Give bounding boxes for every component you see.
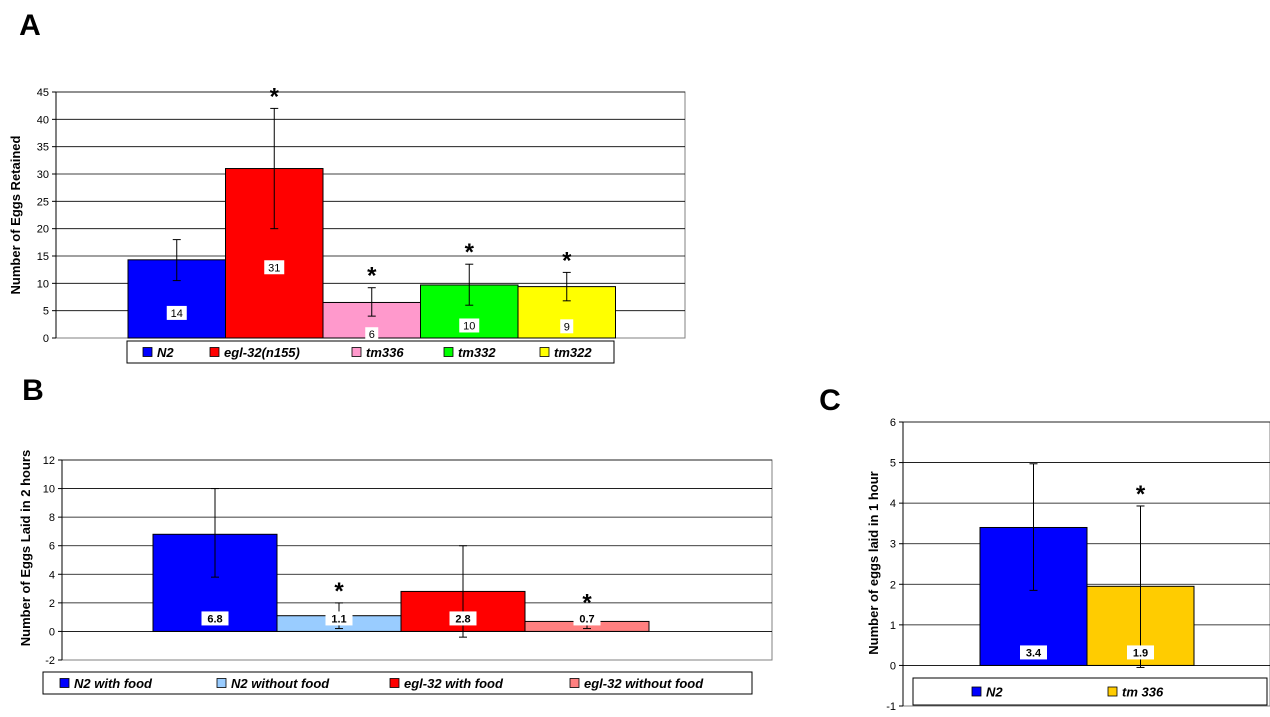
significance-star: * — [367, 263, 377, 290]
data-label-bg — [365, 327, 379, 342]
data-label: 31 — [268, 262, 280, 274]
data-label: 6 — [369, 329, 375, 341]
data-label-bg — [1020, 645, 1047, 660]
data-label-bg — [325, 611, 353, 626]
y-tick-label: 15 — [37, 251, 49, 263]
data-label: 10 — [463, 320, 475, 332]
data-label: 6.8 — [207, 613, 222, 625]
chart-panel-a: A 0 5 10 15 20 25 30 35 40 45 Number of Eggs Retain… — [8, 9, 686, 364]
data-label-bg — [459, 318, 480, 333]
y-tick-label: 12 — [43, 455, 55, 467]
y-tick-label: 2 — [890, 579, 896, 591]
legend-entry: egl-32 without food — [584, 676, 704, 691]
y-tick-label: 6 — [890, 417, 896, 429]
y-tick-label: 2 — [49, 598, 55, 610]
legend-entry: tm332 — [458, 345, 496, 360]
y-tick-label: 0 — [49, 626, 55, 638]
panel-letter: A — [19, 9, 41, 42]
data-label-bg — [166, 305, 187, 320]
data-label-bg — [573, 611, 601, 626]
legend-swatch — [1107, 686, 1118, 697]
legend-swatch — [443, 347, 454, 357]
y-axis-label: Number of Eggs Laid in 2 hours — [18, 450, 33, 646]
legend-swatch — [142, 347, 153, 357]
data-label-bg — [449, 611, 477, 626]
legend-swatch — [216, 678, 227, 688]
data-label: 2.8 — [455, 613, 470, 625]
significance-star: * — [270, 83, 280, 110]
legend-entry: tm322 — [554, 345, 592, 360]
y-tick-label: 25 — [37, 196, 49, 208]
data-label-bg — [1127, 645, 1154, 660]
legend-entry: egl-32(n155) — [224, 345, 300, 360]
panel-letter: B — [22, 374, 44, 407]
y-tick-label: 0 — [890, 660, 896, 672]
y-tick-label: 30 — [37, 169, 49, 181]
legend — [126, 340, 615, 364]
y-tick-label: 6 — [49, 541, 55, 553]
y-tick-label: 45 — [37, 87, 49, 99]
y-axis-label: Number of Eggs Retained — [8, 135, 23, 294]
y-tick-label: 4 — [49, 569, 55, 581]
legend-swatch — [59, 678, 70, 688]
significance-star: * — [562, 247, 572, 274]
y-tick-label: 3 — [890, 539, 896, 551]
y-tick-label: 35 — [37, 142, 49, 154]
y-tick-label: 4 — [890, 498, 896, 510]
y-tick-label: 5 — [890, 458, 896, 470]
data-label-bg — [264, 260, 285, 275]
y-tick-label: -2 — [45, 655, 55, 667]
significance-star: * — [582, 589, 592, 616]
y-tick-label: 10 — [43, 484, 55, 496]
data-label: 3.4 — [1026, 647, 1042, 659]
data-label-bg — [560, 319, 574, 334]
data-label: 9 — [564, 321, 570, 333]
y-tick-label: 40 — [37, 114, 49, 126]
y-tick-label: 10 — [37, 278, 49, 290]
legend-entry: egl-32 with food — [404, 676, 504, 691]
significance-star: * — [465, 239, 475, 266]
y-tick-label: 8 — [49, 512, 55, 524]
legend-swatch — [539, 347, 550, 357]
legend-entry: N2 — [986, 685, 1003, 700]
y-tick-label: -1 — [886, 701, 896, 713]
y-tick-label: 5 — [43, 306, 49, 318]
data-label: 1.9 — [1133, 647, 1148, 659]
legend-swatch — [351, 347, 362, 357]
y-tick-label: 0 — [43, 333, 49, 345]
legend-entry: N2 — [157, 345, 174, 360]
y-tick-label: 20 — [37, 224, 49, 236]
legend-swatch — [971, 686, 982, 697]
legend-swatch — [209, 347, 220, 357]
data-label: 1.1 — [331, 613, 346, 625]
legend-entry: tm 336 — [1122, 685, 1164, 700]
data-label: 14 — [171, 308, 183, 320]
panel-letter: C — [819, 384, 841, 417]
y-tick-label: 1 — [890, 620, 896, 632]
chart-panel-b: B -2 0 2 4 6 8 10 12 Number of Eggs Laid in 2 hou… — [18, 374, 773, 695]
legend — [912, 677, 1268, 706]
legend-entry: tm336 — [366, 345, 404, 360]
significance-star: * — [1136, 481, 1146, 508]
legend-swatch — [569, 678, 580, 688]
y-axis-label: Number of eggs laid in 1 hour — [866, 471, 881, 654]
legend-swatch — [389, 678, 400, 688]
chart-panel-c: C -1 0 1 2 3 4 5 6 Number of eggs laid in 1 hour 3… — [819, 384, 1270, 713]
significance-star: * — [334, 578, 344, 605]
data-label: 0.7 — [579, 613, 594, 625]
data-label-bg — [201, 611, 229, 626]
legend-entry: N2 without food — [231, 676, 330, 691]
legend-entry: N2 with food — [74, 676, 153, 691]
